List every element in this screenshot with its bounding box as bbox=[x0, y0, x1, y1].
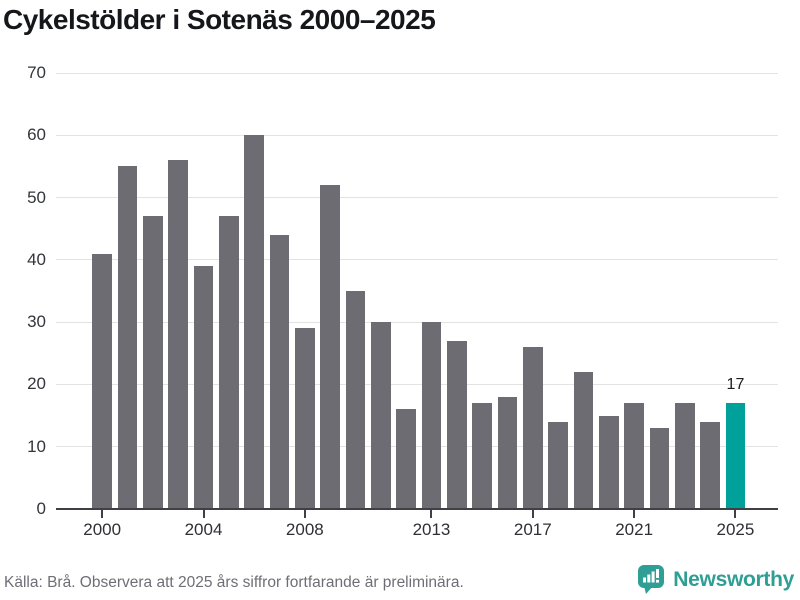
newsworthy-wordmark: Newsworthy bbox=[673, 567, 794, 591]
gridline bbox=[56, 383, 778, 385]
bar-2001 bbox=[117, 166, 138, 509]
bar-2016 bbox=[497, 396, 518, 509]
bar-2002 bbox=[143, 216, 163, 509]
x-axis-line bbox=[56, 508, 778, 510]
bar-2008 bbox=[295, 328, 315, 509]
bar-2009 bbox=[320, 185, 340, 509]
chart-title: Cykelstölder i Sotenäs 2000–2025 bbox=[3, 4, 436, 35]
y-tick-label: 60 bbox=[27, 125, 46, 145]
y-tick-label: 30 bbox=[27, 312, 46, 332]
x-tick-label: 2013 bbox=[412, 520, 451, 539]
x-tick-mark bbox=[101, 510, 104, 518]
bar-2005 bbox=[219, 216, 239, 509]
gridline bbox=[56, 446, 778, 448]
gridline bbox=[56, 72, 778, 74]
bar-2023 bbox=[675, 403, 695, 509]
x-tick-label: 2021 bbox=[615, 520, 654, 539]
bar-2024 bbox=[700, 421, 720, 509]
x-tick-label: 2000 bbox=[83, 520, 122, 539]
y-tick-label: 70 bbox=[27, 63, 46, 82]
y-tick-label: 40 bbox=[27, 249, 46, 269]
source-note: Källa: Brå. Observera att 2025 års siffr… bbox=[4, 574, 464, 591]
gridline bbox=[56, 321, 778, 323]
bar-2003 bbox=[168, 160, 188, 509]
bar-2015 bbox=[472, 403, 492, 509]
gridline bbox=[56, 197, 778, 199]
bar-2007 bbox=[269, 234, 290, 509]
highlight-value-label: 17 bbox=[726, 376, 745, 394]
bar-2000 bbox=[92, 253, 112, 509]
x-tick-label: 2004 bbox=[184, 520, 223, 539]
x-tick-mark bbox=[430, 510, 433, 518]
bar-2013 bbox=[421, 322, 442, 509]
x-tick-label: 2008 bbox=[285, 520, 324, 539]
y-tick-label: 0 bbox=[36, 499, 46, 518]
x-tick-label: 2025 bbox=[716, 520, 755, 539]
x-tick-label: 2017 bbox=[513, 520, 552, 539]
bar-chart: 0 10 20 30 40 50 60 70 2000 2004 2008 2013 2017 2021 2… bbox=[27, 63, 778, 539]
y-tick-label: 20 bbox=[27, 374, 46, 394]
gridline bbox=[56, 134, 778, 136]
gridline bbox=[56, 259, 778, 261]
newsworthy-logo: Newsworthy bbox=[636, 564, 794, 595]
bar-2010 bbox=[345, 291, 366, 509]
x-tick-mark bbox=[531, 510, 534, 518]
bar-2011 bbox=[371, 322, 391, 509]
bar-2017 bbox=[523, 347, 543, 509]
y-tick-label: 10 bbox=[27, 436, 46, 456]
bar-2025 bbox=[725, 403, 746, 509]
bar-2022 bbox=[649, 428, 670, 509]
x-tick-mark bbox=[633, 510, 636, 518]
bar-2014 bbox=[447, 340, 467, 509]
bar-2012 bbox=[396, 409, 416, 509]
x-tick-mark bbox=[734, 510, 737, 518]
newsworthy-icon bbox=[636, 564, 666, 595]
bar-2021 bbox=[624, 403, 644, 509]
bar-2004 bbox=[193, 266, 214, 509]
bar-2018 bbox=[548, 421, 568, 509]
y-tick-label: 50 bbox=[27, 187, 46, 207]
bar-2019 bbox=[573, 371, 594, 509]
bar-2006 bbox=[244, 135, 264, 509]
x-tick-mark bbox=[303, 510, 306, 518]
bar-2020 bbox=[599, 415, 619, 509]
x-tick-mark bbox=[202, 510, 205, 518]
